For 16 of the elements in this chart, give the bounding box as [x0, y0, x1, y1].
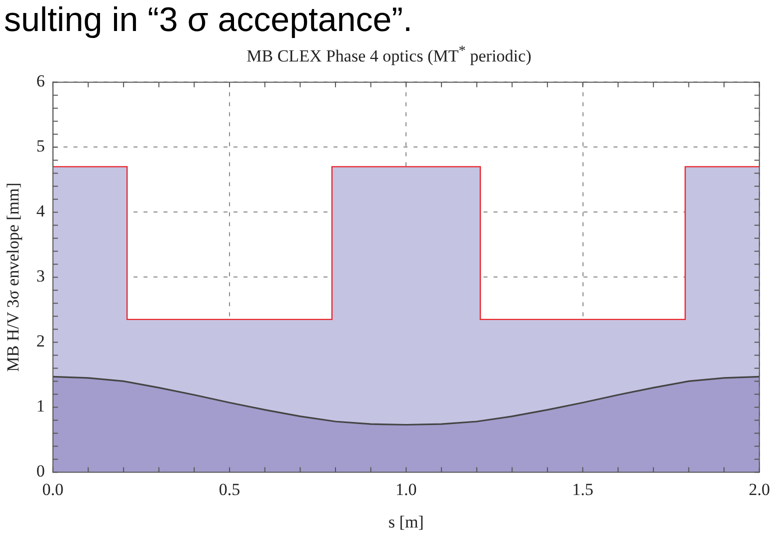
- x-tick-label: 0.5: [218, 480, 240, 499]
- x-tick-label: 2.0: [748, 480, 770, 499]
- y-tick-label: 1: [36, 396, 45, 416]
- x-tick-label: 1.0: [396, 480, 417, 499]
- y-tick-label: 0: [36, 462, 45, 481]
- y-tick-label: 4: [36, 202, 46, 221]
- text: sulting in “3 σ acceptance”.: [4, 0, 412, 40]
- y-tick-label: 2: [36, 332, 45, 351]
- chart-title: MB CLEX Phase 4 optics (MT$^{*}$ periodic): [246, 42, 532, 68]
- x-axis-title: s [m]: [388, 512, 424, 532]
- y-tick-label: 5: [36, 136, 45, 156]
- y-axis-title: MB H/V 3σ envelope [mm]: [4, 182, 23, 372]
- x-tick-label: 1.5: [572, 480, 594, 499]
- y-tick-label: 6: [36, 72, 45, 91]
- y-tick-label: 3: [36, 266, 45, 286]
- x-tick-label: 0.0: [42, 480, 64, 499]
